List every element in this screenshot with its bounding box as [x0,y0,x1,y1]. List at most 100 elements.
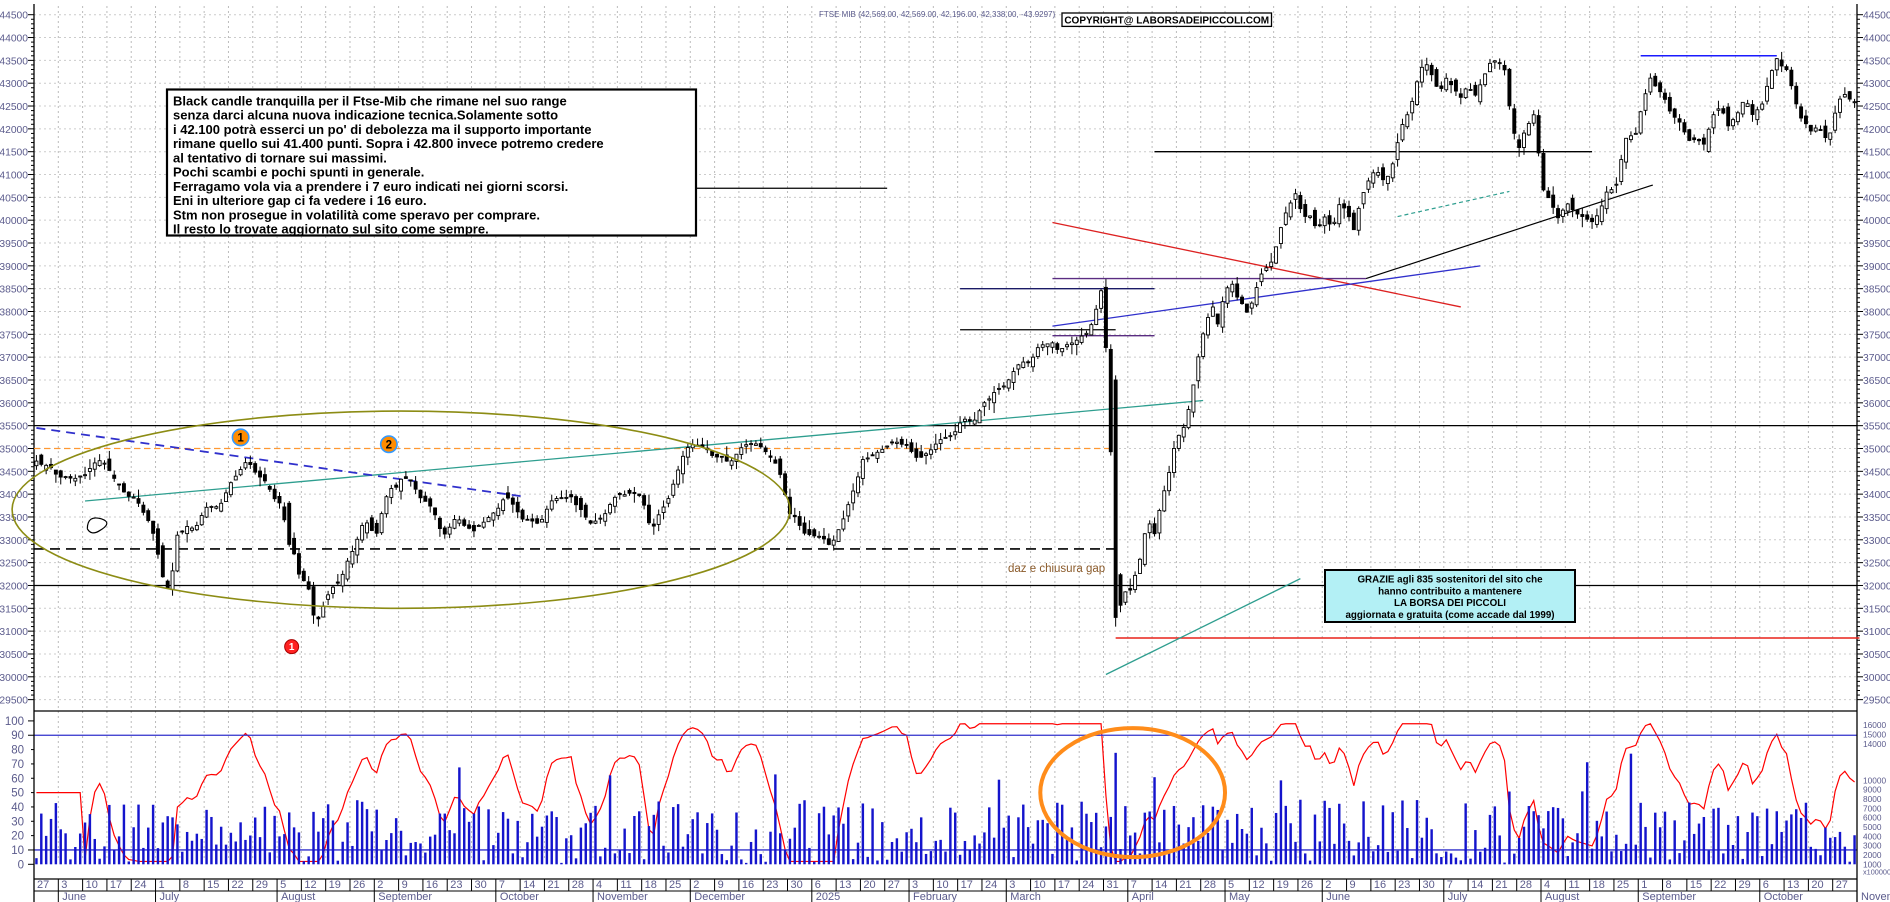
svg-text:29: 29 [256,879,268,891]
svg-text:17: 17 [110,879,122,891]
svg-text:30000: 30000 [1863,673,1890,684]
svg-text:37500: 37500 [0,330,28,341]
svg-text:3000: 3000 [1863,841,1882,851]
svg-text:40000: 40000 [0,216,28,227]
svg-text:4: 4 [1544,879,1550,891]
svg-text:38500: 38500 [1863,285,1890,296]
svg-text:February: February [913,891,958,902]
svg-text:Black candle tranquilla per il: Black candle tranquilla per il Ftse-Mib … [173,93,567,108]
svg-text:37500: 37500 [1863,330,1890,341]
svg-text:23: 23 [450,879,462,891]
svg-text:35500: 35500 [0,422,28,433]
svg-text:33500: 33500 [1863,513,1890,524]
svg-text:11: 11 [620,879,631,891]
svg-text:42500: 42500 [0,102,28,113]
svg-text:2000: 2000 [1863,850,1882,860]
svg-text:3: 3 [1009,879,1015,891]
svg-text:14: 14 [1471,879,1483,891]
svg-text:41000: 41000 [1863,171,1890,182]
svg-text:2: 2 [386,439,392,451]
svg-text:aggiornata e gratuita (come ac: aggiornata e gratuita (come accade dal 1… [1345,610,1554,621]
svg-text:May: May [1229,891,1250,902]
svg-text:20: 20 [863,879,875,891]
svg-text:November: November [1861,891,1890,902]
svg-text:43500: 43500 [1863,56,1890,67]
svg-text:39000: 39000 [1863,262,1890,273]
svg-text:27: 27 [37,879,49,891]
svg-text:2025: 2025 [816,891,840,902]
svg-text:Ferragamo vola via a prendere: Ferragamo vola via a prendere i 7 euro i… [173,179,568,194]
svg-text:2: 2 [693,879,699,891]
svg-text:15000: 15000 [1863,730,1886,740]
svg-text:40: 40 [11,802,24,814]
svg-text:38000: 38000 [1863,308,1890,319]
svg-text:al tentativo di tornare sui ma: al tentativo di tornare sui massimi. [173,150,387,165]
svg-text:14000: 14000 [1863,739,1886,749]
svg-text:44500: 44500 [0,11,28,22]
svg-text:9: 9 [402,879,408,891]
svg-text:41500: 41500 [0,148,28,159]
svg-text:7: 7 [1131,879,1137,891]
svg-text:35500: 35500 [1863,422,1890,433]
svg-text:13: 13 [1787,879,1799,891]
svg-text:26: 26 [353,879,365,891]
svg-text:17: 17 [1058,879,1070,891]
svg-text:24: 24 [985,879,997,891]
svg-text:39000: 39000 [0,262,28,273]
svg-text:24: 24 [134,879,146,891]
svg-text:44500: 44500 [1863,11,1890,22]
svg-text:36000: 36000 [1863,399,1890,410]
svg-text:38000: 38000 [0,308,28,319]
svg-text:rimane quello sui 41.400 punti: rimane quello sui 41.400 punti. Sopra i … [173,136,604,151]
svg-text:12: 12 [1252,879,1264,891]
svg-text:22: 22 [1714,879,1726,891]
svg-text:35000: 35000 [1863,444,1890,455]
svg-text:8000: 8000 [1863,794,1882,804]
svg-text:September: September [1642,891,1696,902]
svg-text:31: 31 [1106,879,1118,891]
svg-text:October: October [500,891,539,902]
svg-text:42000: 42000 [1863,125,1890,136]
svg-text:19: 19 [1277,879,1289,891]
svg-text:June: June [1326,891,1350,902]
svg-text:GRAZIE agli 835 sostenitori d: GRAZIE agli 835 sostenitori del sito che [1357,575,1543,586]
svg-text:3: 3 [61,879,67,891]
svg-text:37000: 37000 [1863,353,1890,364]
svg-text:40000: 40000 [1863,216,1890,227]
svg-text:23: 23 [766,879,778,891]
svg-text:14: 14 [1155,879,1167,891]
svg-text:39500: 39500 [1863,239,1890,250]
svg-text:32500: 32500 [1863,559,1890,570]
svg-text:43000: 43000 [1863,79,1890,90]
svg-text:18: 18 [1593,879,1605,891]
svg-text:13: 13 [839,879,851,891]
svg-text:36500: 36500 [1863,376,1890,387]
svg-text:10: 10 [936,879,948,891]
svg-text:1: 1 [237,433,244,445]
svg-text:21: 21 [547,879,559,891]
svg-text:March: March [1010,891,1041,902]
svg-text:November: November [597,891,648,902]
svg-text:21: 21 [1179,879,1191,891]
svg-text:30: 30 [1422,879,1434,891]
svg-text:42500: 42500 [1863,102,1890,113]
svg-text:15: 15 [1690,879,1702,891]
svg-text:August: August [281,891,315,902]
svg-text:September: September [378,891,432,902]
svg-text:21: 21 [1495,879,1507,891]
svg-text:100: 100 [5,716,24,728]
svg-text:Pochi scambi e pochi spunti in: Pochi scambi e pochi spunti in generale. [173,165,424,180]
svg-text:1: 1 [1641,879,1647,891]
svg-text:Eni in ulteriore gap ci fa ved: Eni in ulteriore gap ci fa vedere i 16 e… [173,193,427,208]
svg-text:10: 10 [11,845,24,857]
svg-text:9000: 9000 [1863,785,1882,795]
svg-text:80: 80 [11,745,24,757]
svg-text:19: 19 [329,879,341,891]
svg-text:16: 16 [1374,879,1386,891]
svg-text:12: 12 [304,879,316,891]
svg-text:34000: 34000 [1863,490,1890,501]
svg-text:7000: 7000 [1863,803,1882,813]
svg-text:41000: 41000 [0,171,28,182]
svg-text:36500: 36500 [0,376,28,387]
svg-text:4: 4 [596,879,602,891]
